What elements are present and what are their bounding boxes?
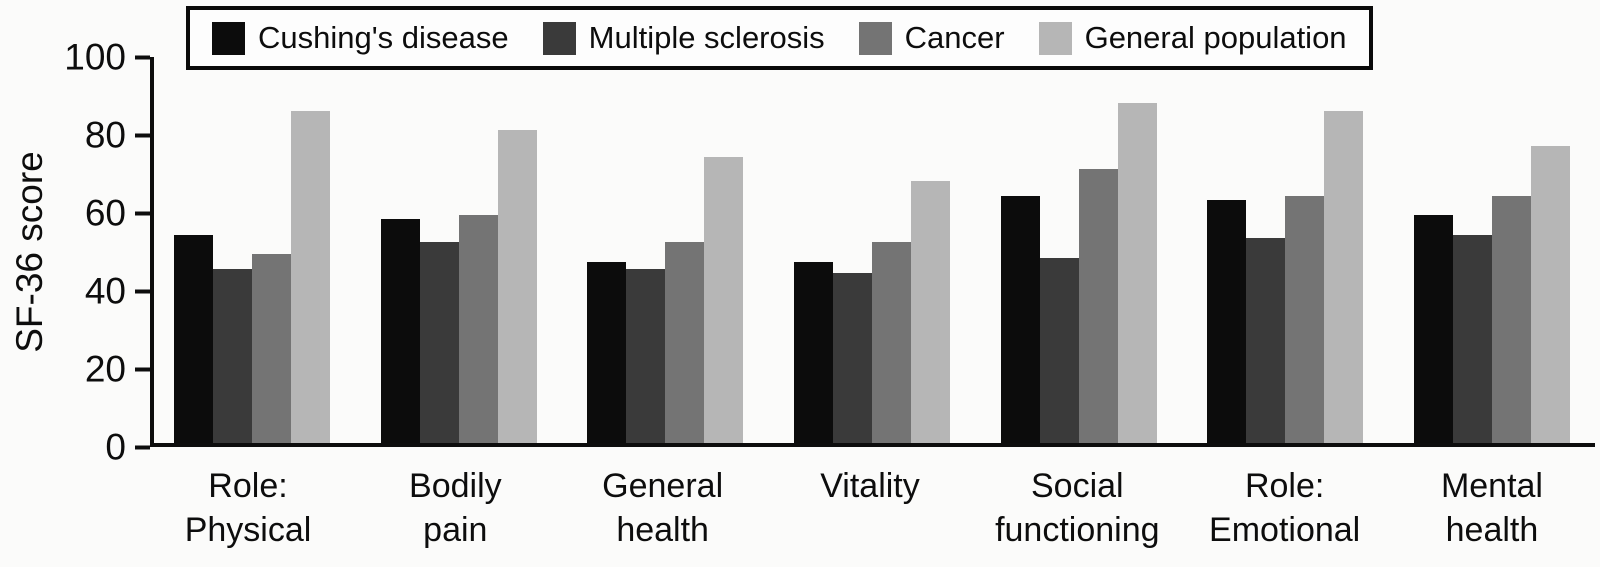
y-tick-label: 100 — [64, 36, 126, 78]
x-label-bodily-pain: Bodily pain — [409, 467, 502, 550]
y-tick-label: 0 — [105, 426, 126, 468]
x-label-general-health: General health — [602, 467, 724, 550]
bar-group-vitality — [793, 57, 950, 443]
bar-group-role-emotional — [1207, 57, 1364, 443]
x-axis-labels: Role: Physical Bodily pain General health V… — [150, 462, 1595, 562]
y-tick-mark — [135, 445, 150, 449]
bar-cancer-bodily-pain — [458, 215, 498, 443]
bar-group-role-physical — [174, 57, 330, 443]
y-tick-20: 20 — [85, 351, 150, 388]
y-tick-mark — [135, 55, 150, 59]
bar-cushing-s-disease-role-emotional — [1207, 199, 1247, 443]
bar-cushing-s-disease-mental-health — [1413, 215, 1453, 443]
x-label-slot-vitality: Vitality — [792, 462, 948, 562]
bar-general-population-general-health — [704, 157, 744, 443]
legend-label: Cancer — [904, 20, 1005, 55]
bar-cushing-s-disease-social-functioning — [1000, 195, 1040, 443]
bar-cancer-vitality — [871, 242, 911, 443]
bar-cancer-social-functioning — [1078, 168, 1118, 443]
x-label-slot-role-physical: Role: Physical — [170, 462, 326, 562]
legend-item-multiple-sclerosis: Multiple sclerosis — [542, 20, 825, 56]
y-tick-60: 60 — [85, 195, 150, 232]
bar-group-social-functioning — [1000, 57, 1157, 443]
legend-swatch-multiple-sclerosis — [542, 21, 576, 55]
x-label-slot-general-health: General health — [585, 462, 741, 562]
y-tick-label: 20 — [84, 348, 126, 390]
x-label-slot-bodily-pain: Bodily pain — [377, 462, 533, 562]
legend-swatch-cancer — [858, 21, 892, 55]
y-tick-0: 0 — [105, 429, 150, 466]
bar-general-population-role-emotional — [1324, 111, 1364, 443]
legend-label: General population — [1084, 20, 1347, 55]
bar-cushing-s-disease-bodily-pain — [380, 219, 420, 443]
bar-multiple-sclerosis-role-physical — [213, 269, 252, 443]
bar-multiple-sclerosis-general-health — [626, 269, 666, 443]
bar-general-population-role-physical — [291, 111, 330, 443]
x-label-slot-mental-health: Mental health — [1414, 462, 1570, 562]
bar-general-population-social-functioning — [1117, 103, 1157, 443]
bar-cushing-s-disease-general-health — [587, 261, 627, 443]
y-tick-100: 100 — [64, 39, 150, 76]
bar-multiple-sclerosis-vitality — [832, 273, 872, 443]
plot-area — [150, 57, 1595, 447]
bar-group-bodily-pain — [380, 57, 537, 443]
bar-multiple-sclerosis-social-functioning — [1039, 257, 1079, 443]
y-tick-mark — [135, 367, 150, 371]
bar-general-population-vitality — [910, 180, 950, 443]
bar-cancer-role-emotional — [1285, 195, 1325, 443]
x-label-role-emotional: Role: Emotional — [1209, 467, 1361, 550]
legend-item-cushing-s-disease: Cushing's disease — [212, 20, 509, 56]
legend-swatch-cushing-s-disease — [212, 21, 245, 55]
y-axis: 0 20 40 60 80 100 — [0, 39, 150, 466]
bar-cushing-s-disease-role-physical — [174, 234, 213, 443]
legend-swatch-general-population — [1038, 21, 1072, 55]
y-tick-80: 80 — [85, 117, 150, 154]
x-label-social-functioning: Social functioning — [995, 467, 1160, 550]
bar-group-mental-health — [1413, 57, 1570, 443]
legend-item-general-population: General population — [1038, 20, 1347, 56]
y-tick-label: 60 — [84, 192, 126, 234]
bar-cancer-general-health — [665, 242, 705, 443]
x-label-vitality: Vitality — [820, 467, 920, 505]
legend-label: Multiple sclerosis — [588, 20, 825, 55]
y-tick-label: 80 — [84, 114, 126, 156]
bar-multiple-sclerosis-mental-health — [1452, 234, 1492, 443]
x-label-mental-health: Mental health — [1440, 467, 1543, 550]
legend: Cushing's disease Multiple sclerosis Cance… — [186, 6, 1373, 70]
legend-label: Cushing's disease — [258, 20, 509, 55]
bar-general-population-bodily-pain — [497, 130, 537, 443]
y-tick-40: 40 — [85, 273, 150, 310]
bar-cushing-s-disease-vitality — [793, 261, 833, 443]
y-tick-label: 40 — [84, 270, 126, 312]
legend-item-cancer: Cancer — [858, 20, 1005, 56]
bar-multiple-sclerosis-role-emotional — [1246, 238, 1286, 443]
bar-general-population-mental-health — [1530, 145, 1570, 443]
bar-cancer-role-physical — [252, 253, 291, 443]
y-tick-mark — [135, 211, 150, 215]
x-label-role-physical: Role: Physical — [184, 467, 312, 550]
x-label-slot-social-functioning: Social functioning — [995, 462, 1159, 562]
y-tick-mark — [135, 289, 150, 293]
bar-multiple-sclerosis-bodily-pain — [419, 242, 459, 443]
y-tick-mark — [135, 133, 150, 137]
bar-cancer-mental-health — [1491, 195, 1531, 443]
x-label-slot-role-emotional: Role: Emotional — [1207, 462, 1363, 562]
bar-group-general-health — [587, 57, 744, 443]
